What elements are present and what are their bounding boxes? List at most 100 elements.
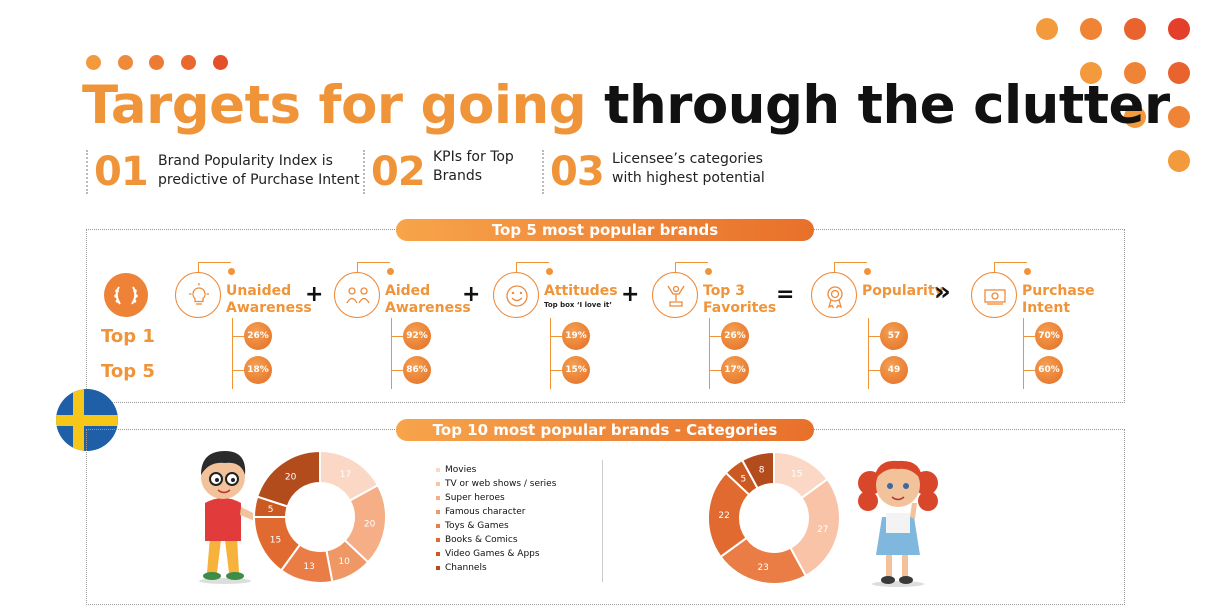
value-top5: 86% — [403, 356, 431, 384]
decor-dot — [1124, 18, 1146, 40]
donut-slice — [255, 449, 321, 508]
legend-label: Toys & Games — [445, 521, 509, 531]
divider — [602, 460, 603, 582]
donut-value-label: 20 — [364, 519, 376, 529]
value-tick — [709, 370, 723, 371]
trophy-person-icon — [667, 285, 685, 307]
value-top5: 15% — [562, 356, 590, 384]
kpi-text-line: Brands — [433, 168, 482, 184]
legend-item: Books & Comics — [436, 533, 556, 547]
donut-slice — [789, 477, 841, 578]
connector-line — [198, 262, 231, 263]
value-top5: 60% — [1035, 356, 1063, 384]
legend-swatch — [436, 509, 440, 514]
row-label-top1: Top 1 — [101, 326, 155, 347]
value-tick — [232, 336, 246, 337]
category-legend: Movies TV or web shows / series Super he… — [436, 463, 556, 575]
connector-line — [516, 262, 549, 263]
girl-illustration — [858, 460, 938, 587]
decor-dot — [1168, 18, 1190, 40]
kpi-item-02: 02 KPIs for Top Brands — [363, 148, 533, 194]
legend-label: TV or web shows / series — [445, 479, 557, 489]
connector-line — [357, 262, 358, 272]
decor-dot — [1168, 106, 1190, 128]
legend-item: Super heroes — [436, 491, 556, 505]
value-tick — [868, 370, 882, 371]
kpi-item-01: 01 Brand Popularity Index is predictive … — [86, 149, 360, 195]
legend-item: Movies — [436, 463, 556, 477]
decor-dot — [1080, 62, 1102, 84]
connector-dot — [228, 268, 235, 275]
title-highlight: Targets for going — [82, 75, 587, 136]
donut-slice — [740, 450, 775, 490]
kpi-text-line: Licensee’s categories — [612, 151, 763, 167]
legend-label: Famous character — [445, 507, 526, 517]
value-tick — [1023, 336, 1037, 337]
legend-item: TV or web shows / series — [436, 477, 556, 491]
metric-label-line: Top 3 — [703, 283, 745, 299]
kpi-number: 01 — [94, 149, 149, 195]
people-icon — [346, 287, 370, 304]
decor-dot — [1124, 62, 1146, 84]
decor-dot — [86, 55, 101, 70]
legend-item: Channels — [436, 561, 556, 575]
metric-icon-circle — [971, 272, 1017, 318]
connector-line — [834, 262, 867, 263]
donut-value-label: 23 — [757, 563, 768, 573]
metric-label-line: Aided — [385, 283, 431, 299]
value-top5: 18% — [244, 356, 272, 384]
value-top1: 26% — [721, 322, 749, 350]
legend-label: Channels — [445, 563, 487, 573]
money-icon — [984, 289, 1006, 305]
decor-dot — [149, 55, 164, 70]
value-stem — [709, 318, 710, 389]
legend-label: Video Games & Apps — [445, 549, 540, 559]
decor-dot — [1124, 106, 1146, 128]
donut-value-label: 17 — [340, 470, 351, 480]
kpi-number: 03 — [550, 149, 605, 195]
decor-dot — [213, 55, 228, 70]
kpi-text: KPIs for Top Brands — [433, 148, 514, 186]
decor-dot — [1080, 18, 1102, 40]
value-top5: 17% — [721, 356, 749, 384]
plus-operator: + — [462, 282, 481, 307]
connector-line — [198, 262, 199, 272]
smile-icon — [506, 285, 528, 307]
row-label-top5: Top 5 — [101, 361, 155, 382]
connector-dot — [1024, 268, 1031, 275]
metric-label-popularity: Popularity — [862, 283, 944, 299]
connector-dot — [864, 268, 871, 275]
legend-swatch — [436, 523, 440, 528]
value-stem — [550, 318, 551, 389]
kpi-text-line: Brand Popularity Index is — [158, 153, 333, 169]
kpi-text: Licensee’s categories with highest poten… — [612, 150, 765, 188]
decor-dot — [181, 55, 196, 70]
value-tick — [391, 370, 405, 371]
metric-label-line: Unaided — [226, 283, 292, 299]
donut-chart-right: 15 27 23 22 5 8 — [707, 450, 841, 585]
donut-chart-left: 17 20 10 13 15 5 20 — [252, 449, 387, 584]
value-top1: 92% — [403, 322, 431, 350]
legend-swatch — [436, 481, 440, 486]
legend-label: Books & Comics — [445, 535, 518, 545]
donut-value-label: 15 — [270, 536, 281, 546]
donut-value-label: 22 — [718, 511, 729, 521]
sweden-flag-icon — [56, 389, 118, 451]
metric-label-aided: Aided Awareness — [385, 283, 471, 317]
donut-value-label: 8 — [759, 466, 765, 476]
metric-icon-circle — [175, 272, 221, 318]
categories-header: Top 10 most popular brands - Categories — [396, 419, 814, 441]
metric-label-line: Intent — [1022, 300, 1071, 316]
boy-illustration — [199, 451, 257, 584]
kpi-text-line: KPIs for Top — [433, 149, 514, 165]
connector-line — [675, 262, 708, 263]
metric-label-attitudes: Attitudes — [544, 283, 618, 299]
value-stem — [391, 318, 392, 389]
metric-label-line: Awareness — [226, 300, 312, 316]
value-top1: 57 — [880, 322, 908, 350]
metric-label-line: Favorites — [703, 300, 777, 316]
plus-operator: + — [305, 282, 324, 307]
donut-value-label: 5 — [268, 505, 274, 515]
kpi-text-line: with highest potential — [612, 170, 765, 186]
metric-icon-circle — [652, 272, 698, 318]
